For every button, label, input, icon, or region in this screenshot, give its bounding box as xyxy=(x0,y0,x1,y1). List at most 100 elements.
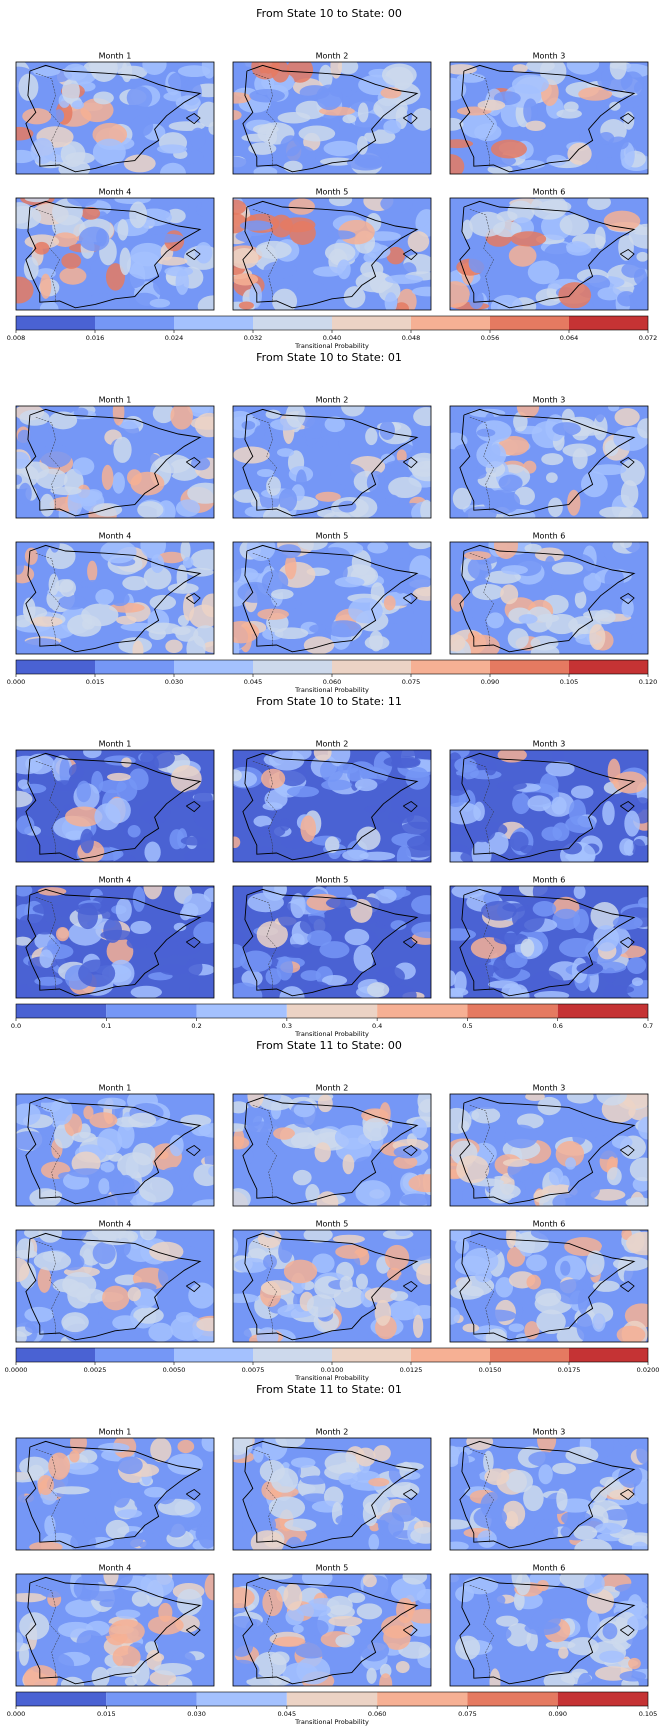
map-cell xyxy=(441,989,463,1005)
map-cell xyxy=(440,928,476,941)
map-cell xyxy=(139,1540,170,1550)
map-cell xyxy=(505,1125,538,1149)
map-cell xyxy=(357,136,368,155)
map-cell xyxy=(233,446,270,463)
map-cell xyxy=(552,422,581,436)
map-cell xyxy=(247,1083,263,1108)
map-cell xyxy=(39,950,53,969)
map xyxy=(10,531,226,662)
map-cell xyxy=(183,557,194,568)
map-cell xyxy=(455,1586,474,1602)
map-cell xyxy=(41,1190,62,1201)
colorbar-segment xyxy=(411,660,490,674)
map-cell xyxy=(131,115,153,136)
map-cell xyxy=(385,1245,409,1271)
map-cell xyxy=(411,895,442,914)
map xyxy=(433,742,659,869)
map-cell xyxy=(231,1428,252,1452)
map-cell xyxy=(418,1099,439,1122)
map-cell xyxy=(304,636,334,654)
map-cell xyxy=(263,261,297,278)
map-cell xyxy=(280,944,312,958)
map-cell xyxy=(464,455,478,471)
map xyxy=(436,1562,659,1699)
map-cell xyxy=(74,1575,100,1601)
map-cell xyxy=(621,480,639,507)
map-cell xyxy=(487,612,504,628)
map-cell xyxy=(81,604,118,627)
subplot-title: Month 2 xyxy=(316,1428,349,1437)
map-cell xyxy=(373,1445,391,1461)
colorbar-tick-label: 0.024 xyxy=(165,334,184,342)
map-cell xyxy=(65,152,95,164)
map-cell xyxy=(37,1475,53,1495)
colorbar-segment xyxy=(174,316,253,330)
map-cell xyxy=(486,252,505,261)
map-cell xyxy=(466,470,486,480)
map-cell xyxy=(613,916,643,930)
map-cell xyxy=(48,1452,70,1479)
map-cell xyxy=(102,465,114,490)
map-cell xyxy=(490,1668,501,1695)
subplot-title: Month 2 xyxy=(316,52,349,61)
map-cell xyxy=(413,407,439,426)
map xyxy=(219,49,438,182)
map-cell xyxy=(560,1261,570,1276)
map-cell xyxy=(449,573,462,596)
map xyxy=(0,394,225,529)
map-cell xyxy=(482,1593,506,1608)
map-cell xyxy=(526,59,555,72)
map-cell xyxy=(525,1092,545,1101)
map-cell xyxy=(477,429,496,437)
map xyxy=(221,532,441,660)
map-cell xyxy=(269,1496,305,1519)
map-cell xyxy=(546,472,558,483)
map-cell xyxy=(275,1430,305,1448)
map-cell xyxy=(402,1569,427,1585)
map-cell xyxy=(273,1127,295,1139)
map-cell xyxy=(158,1262,178,1289)
subplot-title: Month 2 xyxy=(316,396,349,405)
map-cell xyxy=(408,536,433,549)
map-cell xyxy=(25,1321,44,1333)
map-cell xyxy=(72,100,84,109)
map-cell xyxy=(457,73,485,83)
map-cell xyxy=(202,593,224,617)
figure-title: From State 11 to State: 01 xyxy=(256,1383,402,1396)
map-cell xyxy=(12,558,24,575)
map-cell xyxy=(453,407,463,426)
colorbar-tick-label: 0.4 xyxy=(372,1022,382,1030)
map-cell xyxy=(247,1109,262,1126)
map-cell xyxy=(129,768,149,790)
map-cell xyxy=(347,155,384,171)
colorbar-tick-label: 0.048 xyxy=(402,334,421,342)
map-cell xyxy=(196,1318,222,1331)
map-cell xyxy=(594,396,606,423)
map-cell xyxy=(548,498,563,518)
colorbar-segment xyxy=(287,1692,377,1706)
map-cell xyxy=(251,1530,284,1555)
colorbar-label: Transitional Probability xyxy=(294,342,369,350)
colorbar-segment xyxy=(174,1348,253,1362)
map-cell xyxy=(189,977,200,1004)
map-cell xyxy=(478,100,506,111)
map-cell xyxy=(579,98,602,119)
colorbar-segment xyxy=(16,1692,106,1706)
map-cell xyxy=(294,1103,315,1117)
map-cell xyxy=(358,103,369,123)
map-cell xyxy=(84,1515,97,1529)
map-cell xyxy=(397,845,411,869)
map-cell xyxy=(621,262,645,277)
map-cell xyxy=(295,1643,328,1659)
colorbar-segment xyxy=(253,316,332,330)
map-cell xyxy=(621,598,633,617)
map-cell xyxy=(592,1313,605,1331)
map-cell xyxy=(327,230,355,239)
map-cell xyxy=(254,1652,286,1678)
map-cell xyxy=(503,1159,530,1167)
map-cell xyxy=(73,457,95,475)
map-cell xyxy=(384,595,396,610)
map xyxy=(440,878,659,1009)
map-cell xyxy=(603,1623,618,1639)
map-cell xyxy=(618,1432,631,1446)
